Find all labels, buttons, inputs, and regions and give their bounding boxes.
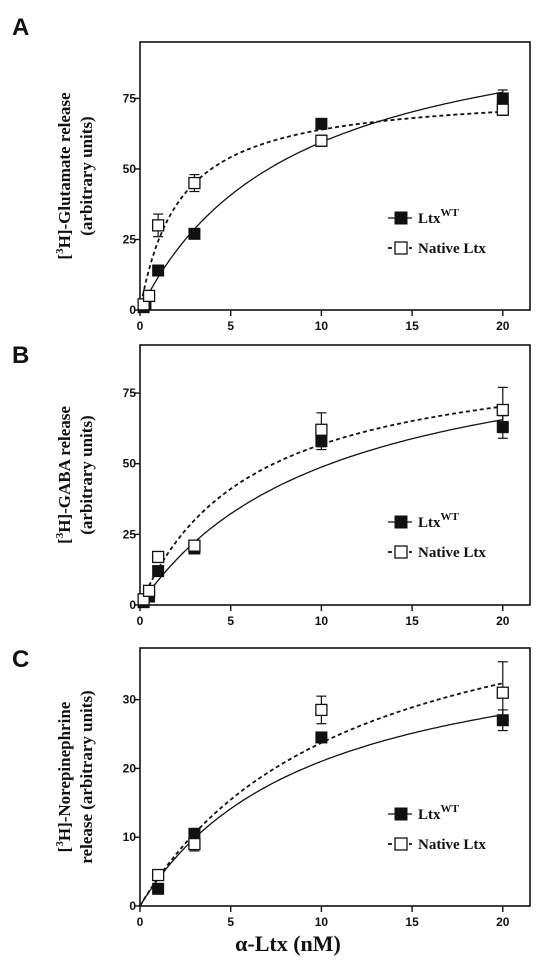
x-tick-label: 5 (227, 915, 234, 929)
data-point-ltxwt (315, 117, 328, 130)
panel-c: C 0 5 10 15 20 0 10 20 30 [3H]-Norepinephrine relea… (12, 646, 531, 929)
y-axis-label: [3H]-Glutamate release (arbitrary units) (54, 92, 96, 260)
panel-letter: A (12, 14, 29, 41)
data-point-native-ltx (151, 219, 165, 232)
data-point-ltxwt (496, 92, 509, 105)
data-point-native-ltx (188, 837, 201, 851)
data-point-native-ltx (151, 868, 165, 882)
x-tick-label: 15 (405, 319, 419, 333)
y-tick-label: 50 (123, 162, 137, 176)
legend-marker (394, 807, 408, 821)
y-tick-label: 75 (123, 386, 137, 400)
data-point-native-ltx (496, 686, 509, 699)
legend-marker (394, 515, 408, 529)
panel-b: B 0 5 10 15 20 0 25 50 75 [3H]-GABA release (arbitr… (12, 342, 531, 628)
fit-curve-ltxwt (139, 419, 503, 606)
y-tick-label: 20 (123, 761, 137, 775)
data-point-ltxwt (188, 227, 201, 240)
panel-letter: B (12, 342, 29, 369)
data-point-native-ltx (188, 176, 201, 190)
data-point-ltxwt (152, 565, 165, 578)
panel-letter: C (12, 646, 29, 673)
plot-frame (139, 41, 531, 311)
legend-marker (394, 211, 408, 225)
x-tick-label: 0 (137, 319, 144, 333)
y-tick-label: 0 (129, 598, 136, 612)
data-point-native-ltx (496, 403, 509, 417)
legend-label: LtxWT (418, 207, 460, 227)
legend-marker (394, 545, 408, 559)
legend-label: Native Ltx (418, 241, 486, 257)
legend-marker (394, 241, 408, 255)
data-point-native-ltx (315, 423, 328, 436)
y-axis-label: [3H]-GABA release (arbitrary units) (54, 406, 96, 544)
legend-marker (394, 837, 408, 851)
x-tick-label: 15 (405, 915, 419, 929)
y-tick-label: 25 (123, 232, 137, 246)
data-point-native-ltx (188, 539, 201, 552)
data-point-native-ltx (142, 289, 156, 303)
legend-label: LtxWT (418, 803, 460, 823)
y-tick-label: 10 (123, 830, 137, 844)
legend-label: Native Ltx (418, 837, 486, 853)
fit-curve-ltxwt (139, 714, 503, 907)
plot-frame (139, 344, 531, 606)
y-tick-label: 30 (123, 693, 137, 707)
data-point-ltxwt (315, 731, 328, 744)
x-tick-label: 20 (496, 614, 510, 628)
x-tick-label: 10 (315, 319, 329, 333)
y-tick-label: 0 (129, 303, 136, 317)
y-tick-label: 0 (129, 899, 136, 913)
x-tick-label: 0 (137, 915, 144, 929)
x-tick-label: 10 (315, 915, 329, 929)
x-tick-label: 10 (315, 614, 329, 628)
y-tick-label: 25 (123, 527, 137, 541)
x-tick-label: 15 (405, 614, 419, 628)
data-point-native-ltx (315, 703, 328, 717)
data-point-native-ltx (151, 550, 165, 564)
data-point-native-ltx (496, 103, 509, 116)
x-axis-label: α-Ltx (nM) (235, 931, 341, 956)
y-tick-label: 50 (123, 457, 137, 471)
plot-frame (139, 647, 531, 907)
legend-label: LtxWT (418, 511, 460, 531)
x-tick-label: 5 (227, 319, 234, 333)
x-tick-label: 0 (137, 614, 144, 628)
legend-label: Native Ltx (418, 545, 486, 561)
data-point-ltxwt (152, 882, 165, 895)
y-axis-label: [3H]-Norepinephrine release (arbitrary un… (54, 690, 96, 863)
data-point-ltxwt (152, 264, 165, 277)
x-tick-label: 5 (227, 614, 234, 628)
data-point-native-ltx (142, 584, 156, 598)
panel-a: A 0 5 10 15 20 0 25 50 75 [3H]-Glutamate release (a… (12, 14, 531, 333)
x-tick-label: 20 (496, 319, 510, 333)
y-tick-label: 75 (123, 91, 137, 105)
data-point-native-ltx (315, 134, 328, 147)
x-tick-label: 20 (496, 915, 510, 929)
